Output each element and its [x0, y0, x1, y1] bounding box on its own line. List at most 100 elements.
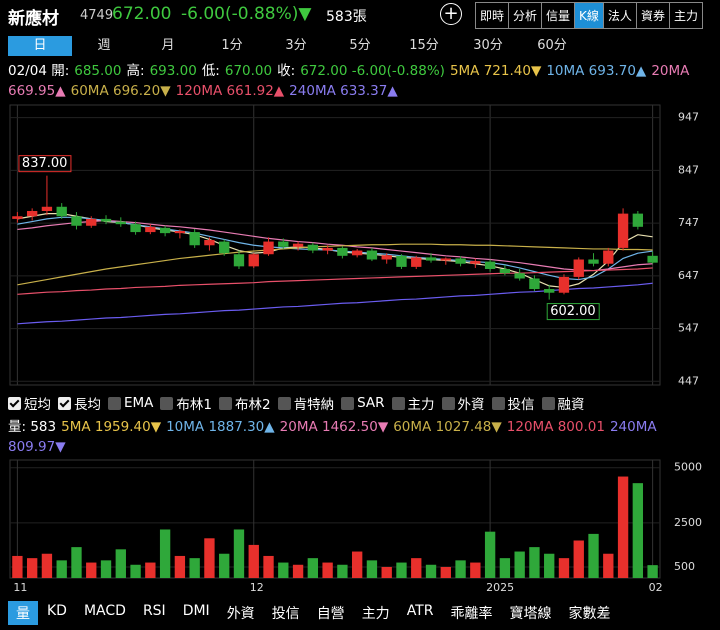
- candle-body: [617, 213, 629, 248]
- top-tab[interactable]: 資券: [635, 2, 670, 29]
- period-tab[interactable]: 日: [8, 36, 72, 56]
- toggle[interactable]: EMA: [108, 393, 153, 413]
- period-tab[interactable]: 1分: [221, 38, 243, 53]
- info-item: 60MA 1027.48▼: [393, 419, 502, 435]
- toggle-label: 主力: [407, 397, 435, 413]
- toggle[interactable]: 肯特納: [277, 393, 335, 413]
- info-item: 02/04 開:: [8, 63, 70, 79]
- period-tab[interactable]: 3分: [285, 38, 307, 53]
- volume-bar: [337, 564, 348, 578]
- period-tab[interactable]: 週: [97, 38, 111, 53]
- volume-bar: [56, 560, 67, 578]
- toggle[interactable]: 投信: [491, 393, 535, 413]
- indicator-tab[interactable]: KD: [47, 603, 67, 619]
- volume-bar: [632, 483, 644, 578]
- checkbox[interactable]: [441, 396, 455, 410]
- indicator-tab[interactable]: 量: [8, 601, 38, 625]
- indicator-tab[interactable]: 外資: [226, 606, 255, 622]
- candle-body: [396, 255, 407, 267]
- toggle[interactable]: 長均: [58, 393, 101, 413]
- period-tab[interactable]: 60分: [537, 38, 567, 53]
- volume-bar: [248, 544, 259, 578]
- indicator-tab[interactable]: 自營: [316, 606, 345, 622]
- period-tab[interactable]: 5分: [349, 38, 371, 53]
- volume-bar: [351, 551, 363, 578]
- volume-bar: [100, 560, 112, 578]
- checkbox[interactable]: [491, 396, 505, 410]
- toggle[interactable]: 布林1: [160, 393, 212, 413]
- checkbox[interactable]: [58, 396, 71, 410]
- candle-body: [351, 250, 363, 256]
- y-tick-label: 500: [674, 560, 695, 573]
- indicator-tab[interactable]: ATR: [406, 603, 434, 619]
- checkbox[interactable]: [391, 396, 405, 410]
- top-tab[interactable]: K線: [574, 2, 604, 29]
- checkbox[interactable]: [541, 396, 555, 410]
- indicator-tab[interactable]: MACD: [83, 603, 126, 619]
- volume-bar: [145, 562, 156, 578]
- toggle[interactable]: 主力: [391, 393, 435, 413]
- candle-body: [411, 257, 422, 267]
- change: -6.00(-0.88%)▼: [181, 4, 312, 24]
- y-tick-label: 447: [678, 374, 699, 387]
- info-item: 120MA 661.92▲: [175, 83, 285, 99]
- checkbox[interactable]: [108, 396, 121, 410]
- indicator-toggles: 短均 長均 EMA 布林1 布林2 肯特納 SAR 主力 外資 投信 融資: [8, 393, 592, 413]
- candle-body: [499, 268, 511, 274]
- top-bar: 新應材 4749 672.00 -6.00(-0.88%)▼ 583張 + 即時…: [0, 0, 720, 30]
- toggle[interactable]: 布林2: [219, 393, 271, 413]
- checkbox[interactable]: [341, 396, 355, 410]
- checkbox[interactable]: [219, 396, 233, 410]
- toggle-label: SAR: [357, 395, 385, 411]
- indicator-tab[interactable]: 主力: [361, 606, 390, 622]
- checkbox[interactable]: [160, 396, 174, 410]
- toggle[interactable]: 融資: [541, 393, 585, 413]
- indicator-tab[interactable]: 乖離率: [450, 606, 493, 622]
- toggle[interactable]: 外資: [441, 393, 485, 413]
- period-tab[interactable]: 月: [161, 38, 175, 53]
- candle-body: [632, 213, 644, 227]
- toggle[interactable]: SAR: [341, 393, 385, 413]
- volume-chart: 5000 2500 500 11 12 2025 02: [9, 459, 702, 594]
- candle-body: [100, 218, 112, 222]
- indicator-tab[interactable]: 寶塔線: [509, 606, 552, 622]
- top-tabs: 即時 分析 信量 K線 法人 資券 主力: [475, 2, 703, 29]
- toggle[interactable]: 短均: [8, 393, 51, 413]
- top-tab[interactable]: 信量: [541, 2, 576, 29]
- volume-bar: [529, 547, 540, 578]
- indicator-tab[interactable]: RSI: [142, 603, 166, 619]
- checkbox[interactable]: [8, 396, 21, 410]
- ma-line: [17, 216, 653, 281]
- info-item: 低:: [201, 63, 220, 79]
- indicator-tab[interactable]: 家數差: [568, 606, 611, 622]
- candle-body: [440, 258, 451, 261]
- volume-bar: [514, 551, 525, 578]
- volume-bar: [396, 562, 407, 578]
- period-tab[interactable]: 30分: [473, 38, 503, 53]
- top-tab[interactable]: 法人: [602, 2, 637, 29]
- info-item: 120MA 800.01: [506, 419, 605, 435]
- indicator-tab[interactable]: 投信: [271, 606, 300, 622]
- volume-bar: [26, 558, 38, 578]
- y-tick-label: 2500: [674, 516, 702, 529]
- candle-body: [174, 231, 186, 234]
- indicator-tab[interactable]: DMI: [182, 603, 210, 619]
- period-tab[interactable]: 15分: [409, 38, 439, 53]
- add-button[interactable]: +: [440, 3, 462, 25]
- checkbox[interactable]: [277, 396, 291, 410]
- top-tab[interactable]: 即時: [475, 2, 510, 29]
- volume-bar: [189, 558, 200, 578]
- price-info: 02/04 開: 685.00 高: 693.00 低: 670.00 收: 672.00 -…: [8, 61, 718, 101]
- candle-body: [86, 218, 97, 226]
- candle-body: [514, 273, 525, 279]
- top-tab[interactable]: 分析: [508, 2, 543, 29]
- volume-info: 量: 583 5MA 1959.40▼ 10MA 1887.30▲ 20MA 1462…: [8, 417, 718, 457]
- volume-bar: [647, 565, 658, 578]
- toggle-label: 肯特納: [293, 397, 335, 413]
- top-tab[interactable]: 主力: [668, 2, 703, 29]
- candle-body: [558, 276, 570, 293]
- candle-body: [145, 226, 156, 233]
- info-item: 20MA 669.95▲: [8, 63, 690, 99]
- toggle-label: 長均: [74, 397, 101, 413]
